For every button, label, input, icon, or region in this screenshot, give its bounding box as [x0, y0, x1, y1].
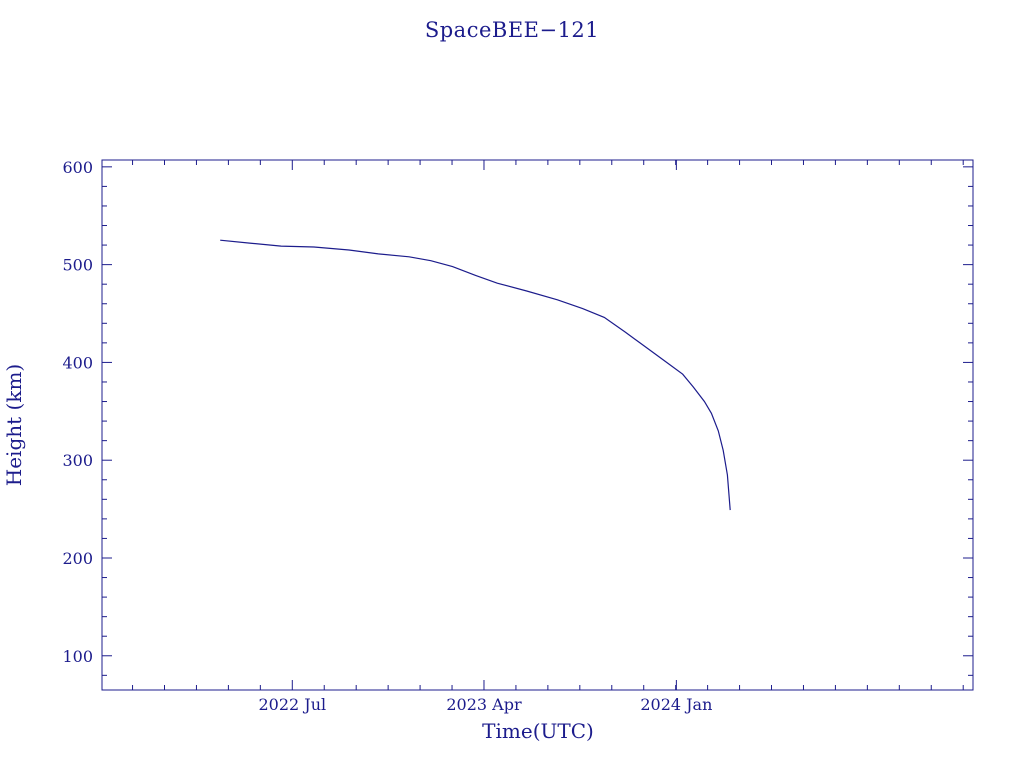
y-tick-label: 600	[62, 158, 93, 177]
y-tick-label: 100	[62, 647, 93, 666]
y-tick-label: 200	[62, 549, 93, 568]
series-line-height	[220, 239, 731, 511]
y-axis-label: Height (km)	[2, 364, 26, 486]
x-tick-label: 2024 Jan	[640, 695, 712, 714]
x-tick-label: 2022 Jul	[258, 695, 326, 714]
y-tick-label: 500	[62, 256, 93, 275]
plot-area-frame	[101, 159, 974, 691]
x-axis-ticks: 2022 Jul 2023 Apr 2024 Jan	[258, 160, 712, 714]
y-axis-ticks: 100 200 300 400 500 600	[62, 158, 973, 666]
x-axis-label: Time(UTC)	[482, 719, 594, 743]
x-tick-label: 2023 Apr	[446, 695, 522, 714]
y-tick-label: 400	[62, 353, 93, 372]
chart-title: SpaceBEE−121	[425, 18, 599, 42]
y-tick-label: 300	[62, 451, 93, 470]
minor-ticks	[102, 160, 973, 690]
